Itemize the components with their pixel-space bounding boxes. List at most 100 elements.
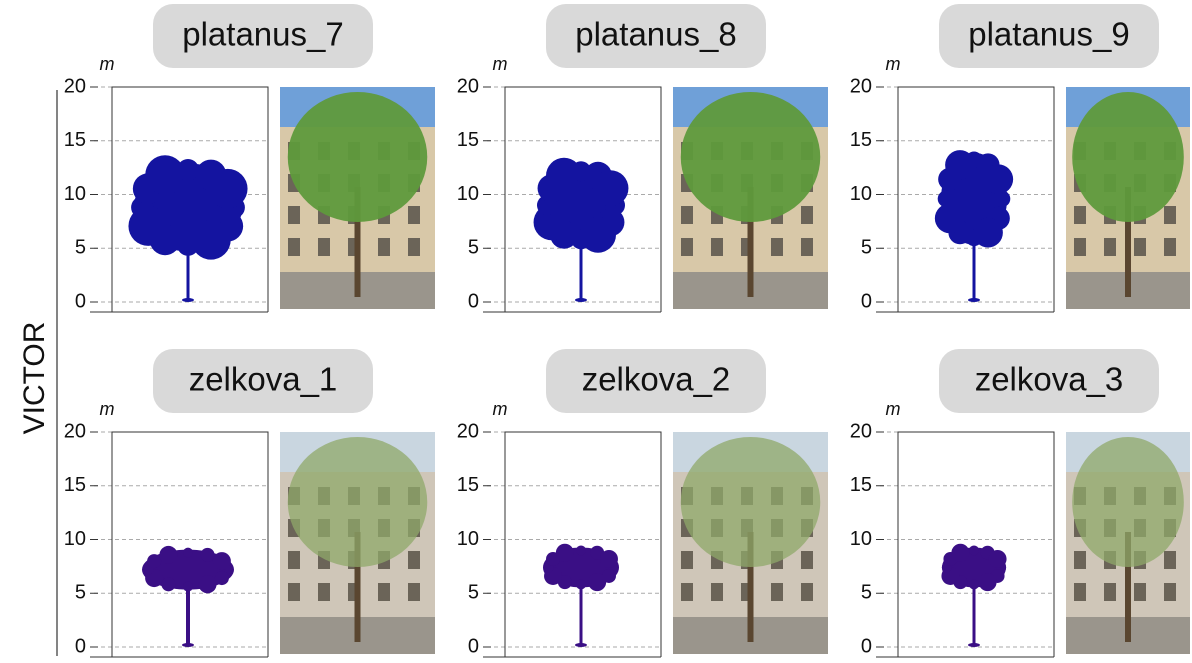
y-tick-label: 5 [75, 582, 86, 604]
y-tick-label: 15 [64, 474, 86, 496]
y-tick-label: 0 [75, 635, 86, 657]
y-tick-label: 0 [75, 290, 86, 312]
title-pill [939, 4, 1159, 68]
photo-window [1164, 551, 1176, 569]
photo-window [408, 238, 420, 256]
photo-window [408, 551, 420, 569]
plot-frame [111, 431, 269, 657]
photo-foliage [287, 437, 428, 567]
y-tick-label: 5 [861, 582, 872, 604]
photo-window [801, 238, 813, 256]
y-tick-label: 15 [457, 474, 479, 496]
photo [673, 432, 828, 654]
y-tick-label: 20 [850, 420, 872, 442]
photo-window [318, 583, 330, 601]
crown-lobe [969, 545, 979, 556]
y-tick-label: 0 [861, 290, 872, 312]
crown-lobe [983, 164, 1014, 195]
title-pill [546, 349, 766, 413]
photo-window [408, 583, 420, 601]
photo-foliage [287, 92, 428, 222]
crown-lobe [937, 190, 955, 208]
panel-title: platanus_9 [968, 16, 1129, 53]
crown-lobe [147, 554, 162, 569]
photo-window [1074, 551, 1086, 569]
title-pill [939, 349, 1159, 413]
crown-lobe [183, 547, 193, 558]
panel: zelkova_2m 0 5 10 15 20 [457, 349, 828, 658]
photo-window [1074, 238, 1086, 256]
photo-window [318, 238, 330, 256]
photo-window [681, 206, 693, 224]
y-tick-label: 5 [468, 237, 479, 259]
y-tick-label: 10 [64, 528, 86, 550]
photo [280, 432, 435, 654]
photo-window [681, 238, 693, 256]
photo-window [1104, 238, 1116, 256]
photo [1066, 432, 1190, 654]
photo-window [288, 583, 300, 601]
photo-trunk [1125, 532, 1131, 642]
photo [280, 87, 435, 309]
crown-lobe [993, 190, 1011, 208]
y-tick-label: 20 [64, 420, 86, 442]
y-tick-label: 5 [861, 237, 872, 259]
crown-lobe [969, 579, 979, 590]
photo-window [378, 583, 390, 601]
photo-window [771, 583, 783, 601]
crown-lobe [555, 543, 574, 562]
axis-unit: m [886, 399, 901, 419]
photo-trunk [747, 187, 754, 297]
crown-lobe [161, 577, 176, 592]
panel-title: zelkova_3 [975, 361, 1124, 398]
crown-lobe [145, 155, 185, 195]
crown-lobe [177, 159, 199, 181]
y-tick-label: 10 [457, 183, 479, 205]
photo-trunk [354, 532, 361, 642]
photo-window [378, 238, 390, 256]
photo-window [801, 551, 813, 569]
y-tick-label: 0 [468, 290, 479, 312]
crown-lobe [978, 573, 997, 592]
crown-lobe [191, 219, 231, 260]
axis-unit: m [493, 399, 508, 419]
photo [1066, 87, 1190, 309]
photo-window [801, 206, 813, 224]
photo-window [711, 238, 723, 256]
photo-window [681, 551, 693, 569]
crown-lobe [934, 203, 965, 234]
photo-window [288, 551, 300, 569]
axis-unit: m [493, 54, 508, 74]
y-tick-label: 20 [64, 75, 86, 97]
crown-lobe [214, 571, 229, 586]
photo-trunk [747, 532, 754, 642]
panel: platanus_9m 0 5 10 15 20 [850, 4, 1190, 313]
crown-lobe [207, 168, 248, 209]
crown-lobe [599, 549, 618, 568]
panel-title: platanus_8 [575, 16, 736, 53]
photo-window [1134, 238, 1146, 256]
y-tick-label: 15 [64, 129, 86, 151]
crown-lobe [212, 552, 231, 571]
y-tick-label: 10 [457, 528, 479, 550]
crown-lobe [159, 545, 178, 564]
photo-window [771, 238, 783, 256]
photo-window [681, 583, 693, 601]
plot-frame [897, 431, 1055, 657]
photo-foliage [680, 92, 821, 222]
y-tick-label: 20 [457, 75, 479, 97]
title-pill [153, 4, 373, 68]
tree-base [575, 298, 587, 302]
photo-foliage [1072, 92, 1184, 222]
crown-lobe [183, 581, 193, 592]
tree-base [182, 643, 194, 647]
photo-foliage [680, 437, 821, 567]
panel: platanus_7m 0 5 10 15 20 [64, 4, 435, 313]
photo-trunk [1125, 187, 1131, 297]
photo-window [288, 238, 300, 256]
tree-base [968, 643, 980, 647]
panel: zelkova_3m 0 5 10 15 20 [850, 349, 1190, 658]
crown-lobe [588, 573, 607, 592]
y-tick-label: 10 [64, 183, 86, 205]
photo-window [408, 206, 420, 224]
